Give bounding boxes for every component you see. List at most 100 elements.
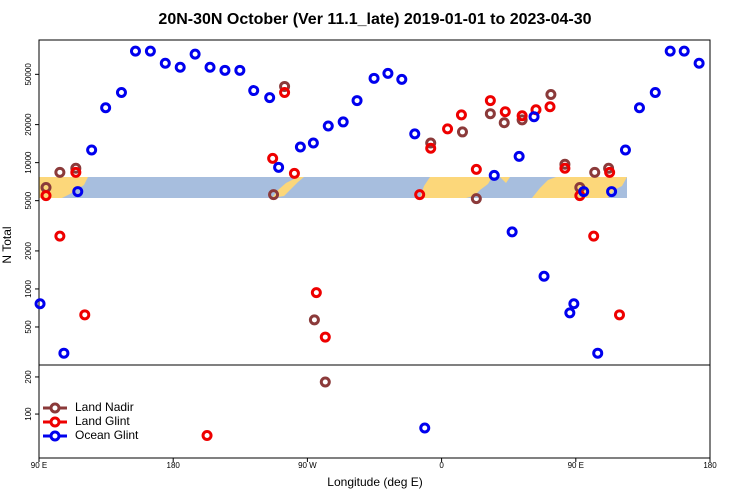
point <box>34 298 46 310</box>
point <box>72 186 84 198</box>
point <box>288 167 300 179</box>
x-tick-label: 90 E <box>568 461 584 470</box>
point <box>604 166 616 178</box>
legend-marker <box>49 430 61 442</box>
point <box>79 309 91 321</box>
y-tick-label: 50000 <box>24 63 33 86</box>
y-tick-label: 2000 <box>24 241 33 259</box>
point <box>516 110 528 122</box>
y-tick-label: 5000 <box>24 191 33 209</box>
point <box>219 64 231 76</box>
point <box>484 95 496 107</box>
point <box>322 120 334 132</box>
y-axis-label: N Total <box>0 226 14 263</box>
point <box>606 186 618 198</box>
point <box>308 314 320 326</box>
point <box>513 150 525 162</box>
point <box>279 80 291 92</box>
point <box>86 144 98 156</box>
point <box>633 102 645 114</box>
point <box>100 102 112 114</box>
point <box>264 92 276 104</box>
point <box>54 166 66 178</box>
legend-label: Land Glint <box>75 414 130 428</box>
point <box>564 307 576 319</box>
point <box>693 57 705 69</box>
point <box>368 72 380 84</box>
point <box>498 117 510 129</box>
point <box>544 101 556 113</box>
point <box>499 106 511 118</box>
point <box>568 298 580 310</box>
point <box>619 144 631 156</box>
point <box>538 270 550 282</box>
point <box>115 87 127 99</box>
point <box>351 95 363 107</box>
x-tick-label: 90 E <box>31 461 47 470</box>
point <box>578 186 590 198</box>
map-strip <box>39 177 627 198</box>
point <box>425 142 437 154</box>
point <box>273 161 285 173</box>
point <box>470 163 482 175</box>
point <box>456 126 468 138</box>
point <box>319 331 331 343</box>
point <box>129 45 141 57</box>
point <box>189 48 201 60</box>
point <box>414 189 426 201</box>
point <box>396 73 408 85</box>
point <box>613 309 625 321</box>
point <box>484 108 496 120</box>
point <box>545 89 557 101</box>
lower-frame <box>38 364 711 459</box>
point <box>70 162 82 174</box>
point <box>204 61 216 73</box>
legend-label: Land Nadir <box>75 400 134 414</box>
point <box>409 128 421 140</box>
point <box>442 123 454 135</box>
point <box>516 114 528 126</box>
point <box>455 109 467 121</box>
point <box>159 57 171 69</box>
point <box>40 190 52 202</box>
point <box>144 45 156 57</box>
point <box>559 158 571 170</box>
y-tick-label: 20000 <box>24 113 33 136</box>
point <box>319 376 331 388</box>
point <box>58 347 70 359</box>
point <box>174 61 186 73</box>
point <box>337 116 349 128</box>
point <box>649 87 661 99</box>
y-tick-label: 100 <box>24 407 33 421</box>
point <box>592 347 604 359</box>
point <box>248 85 260 97</box>
point <box>307 137 319 149</box>
point <box>588 230 600 242</box>
point <box>279 87 291 99</box>
x-tick-label: 0 <box>439 461 444 470</box>
point <box>70 166 82 178</box>
point <box>268 189 280 201</box>
y-tick-label: 1000 <box>24 279 33 297</box>
x-tick-label: 180 <box>167 461 181 470</box>
y-tick-label: 10000 <box>24 151 33 174</box>
y-tick-label: 200 <box>24 370 33 384</box>
x-axis-label: Longitude (deg E) <box>327 475 422 489</box>
point <box>506 226 518 238</box>
point <box>488 169 500 181</box>
legend-marker <box>49 416 61 428</box>
point <box>294 141 306 153</box>
legend-label: Ocean Glint <box>75 428 139 442</box>
chart-title: 20N-30N October (Ver 11.1_late) 2019-01-… <box>158 11 591 28</box>
x-tick-label: 180 <box>703 461 717 470</box>
point <box>201 429 213 441</box>
x-tick-label: 90 W <box>298 461 317 470</box>
point <box>664 45 676 57</box>
point <box>425 137 437 149</box>
point <box>54 230 66 242</box>
point <box>234 64 246 76</box>
point <box>382 67 394 79</box>
point <box>589 166 601 178</box>
point <box>267 152 279 164</box>
